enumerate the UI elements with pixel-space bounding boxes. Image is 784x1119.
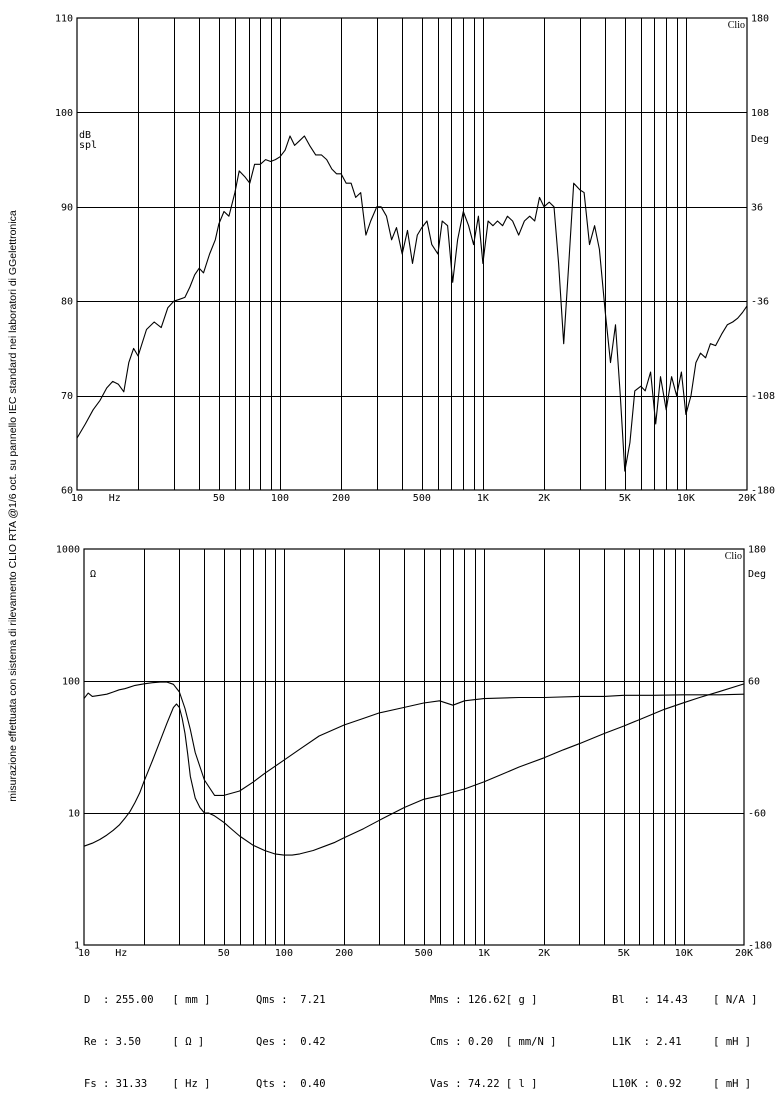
y-tick-label: 90 xyxy=(61,202,73,213)
param-row: Fs : 31.33 [ Hz ] xyxy=(84,1078,211,1090)
param-row: Re : 3.50 [ Ω ] xyxy=(84,1036,205,1048)
y2-tick-label: 180 xyxy=(748,545,766,556)
brand-label: Clio xyxy=(728,20,745,31)
x-tick-label: 2K xyxy=(538,493,550,504)
plot-frame xyxy=(76,17,748,491)
y2-tick-label: -60 xyxy=(748,809,766,820)
y-tick-label: 70 xyxy=(61,391,73,402)
x-tick-label: 1K xyxy=(478,948,490,959)
y-tick-label: 110 xyxy=(55,14,73,25)
x-tick-label: 10K xyxy=(677,493,695,504)
x-tick-label: 5K xyxy=(618,948,630,959)
side-note: misurazione effettuata con sistema di ri… xyxy=(7,210,19,802)
x-tick-label: 10 xyxy=(78,948,90,959)
y-tick-label: 1000 xyxy=(56,545,80,556)
x-tick-label: 2K xyxy=(538,948,550,959)
side-note-text: misurazione effettuata con sistema di ri… xyxy=(7,210,19,802)
y-axis-label: dB xyxy=(79,130,91,141)
param-row: Bl : 14.43 [ N/A ] xyxy=(612,994,758,1006)
series-phase-line xyxy=(83,681,745,796)
y2-tick-label: 60 xyxy=(748,677,760,688)
x-tick-label: 10 xyxy=(71,493,83,504)
y-axis-label: spl xyxy=(79,140,97,151)
param-row: D : 255.00 [ mm ] xyxy=(84,994,211,1006)
x-tick-label: 50 xyxy=(218,948,230,959)
x-unit-label: Hz xyxy=(115,948,127,959)
y-tick-label: 100 xyxy=(62,677,80,688)
y2-tick-label: -180 xyxy=(748,941,772,952)
y2-tick-label: -180 xyxy=(751,486,775,497)
params-col-4: Bl : 14.43 [ N/A ] L1K : 2.41 [ mH ] L10… xyxy=(612,965,757,1119)
x-tick-label: 20K xyxy=(738,493,756,504)
y2-tick-label: 36 xyxy=(751,202,763,213)
param-row: Qes : 0.42 xyxy=(256,1036,326,1048)
param-row: Mms : 126.62[ g ] xyxy=(430,994,538,1006)
x-unit-label: Hz xyxy=(109,493,121,504)
param-row: L10K : 0.92 [ mH ] xyxy=(612,1078,752,1090)
y-axis-label: Ω xyxy=(90,569,96,580)
x-tick-label: 20K xyxy=(735,948,753,959)
x-tick-label: 5K xyxy=(619,493,631,504)
y-tick-label: 60 xyxy=(61,486,73,497)
x-tick-label: 50 xyxy=(213,493,225,504)
grid xyxy=(77,18,747,490)
brand-label: Clio xyxy=(725,551,742,562)
param-row: L1K : 2.41 [ mH ] xyxy=(612,1036,752,1048)
ts-parameters: D : 255.00 [ mm ] Re : 3.50 [ Ω ] Fs : 3… xyxy=(84,965,764,1090)
y-tick-label: 10 xyxy=(68,809,80,820)
brand-bg xyxy=(718,550,743,562)
y2-tick-label: 180 xyxy=(751,14,769,25)
params-col-3: Mms : 126.62[ g ] Cms : 0.20 [ mm/N ] Va… xyxy=(430,965,556,1119)
y2-axis-label: Deg xyxy=(748,569,766,580)
param-row: Qms : 7.21 xyxy=(256,994,326,1006)
x-tick-label: 200 xyxy=(332,493,350,504)
y-tick-label: 80 xyxy=(61,297,73,308)
brand-bg xyxy=(721,19,746,31)
x-tick-label: 500 xyxy=(415,948,433,959)
y-tick-label: 100 xyxy=(55,108,73,119)
x-tick-label: 100 xyxy=(271,493,289,504)
y2-tick-label: -108 xyxy=(751,391,775,402)
x-tick-label: 500 xyxy=(413,493,431,504)
plot-frame xyxy=(83,548,745,946)
params-col-2: Qms : 7.21 Qes : 0.42 Qts : 0.40 xyxy=(256,965,326,1119)
y2-tick-label: 108 xyxy=(751,108,769,119)
x-tick-label: 100 xyxy=(275,948,293,959)
series-line xyxy=(76,135,748,472)
x-tick-label: 200 xyxy=(335,948,353,959)
y-tick-label: 1 xyxy=(74,941,80,952)
x-tick-label: 1K xyxy=(477,493,489,504)
grid xyxy=(84,549,744,945)
param-row: Qts : 0.40 xyxy=(256,1078,326,1090)
y2-tick-label: -36 xyxy=(751,297,769,308)
y2-axis-label: Deg xyxy=(751,134,769,145)
param-row: Vas : 74.22 [ l ] xyxy=(430,1078,538,1090)
x-tick-label: 10K xyxy=(675,948,693,959)
param-row: Cms : 0.20 [ mm/N ] xyxy=(430,1036,557,1048)
series-line xyxy=(83,683,745,856)
spl-chart: 60 70 80 90 100 110 -180 -108 -36 36 108 180 10 50 100… xyxy=(55,14,775,505)
params-col-1: D : 255.00 [ mm ] Re : 3.50 [ Ω ] Fs : 3… xyxy=(84,965,210,1119)
